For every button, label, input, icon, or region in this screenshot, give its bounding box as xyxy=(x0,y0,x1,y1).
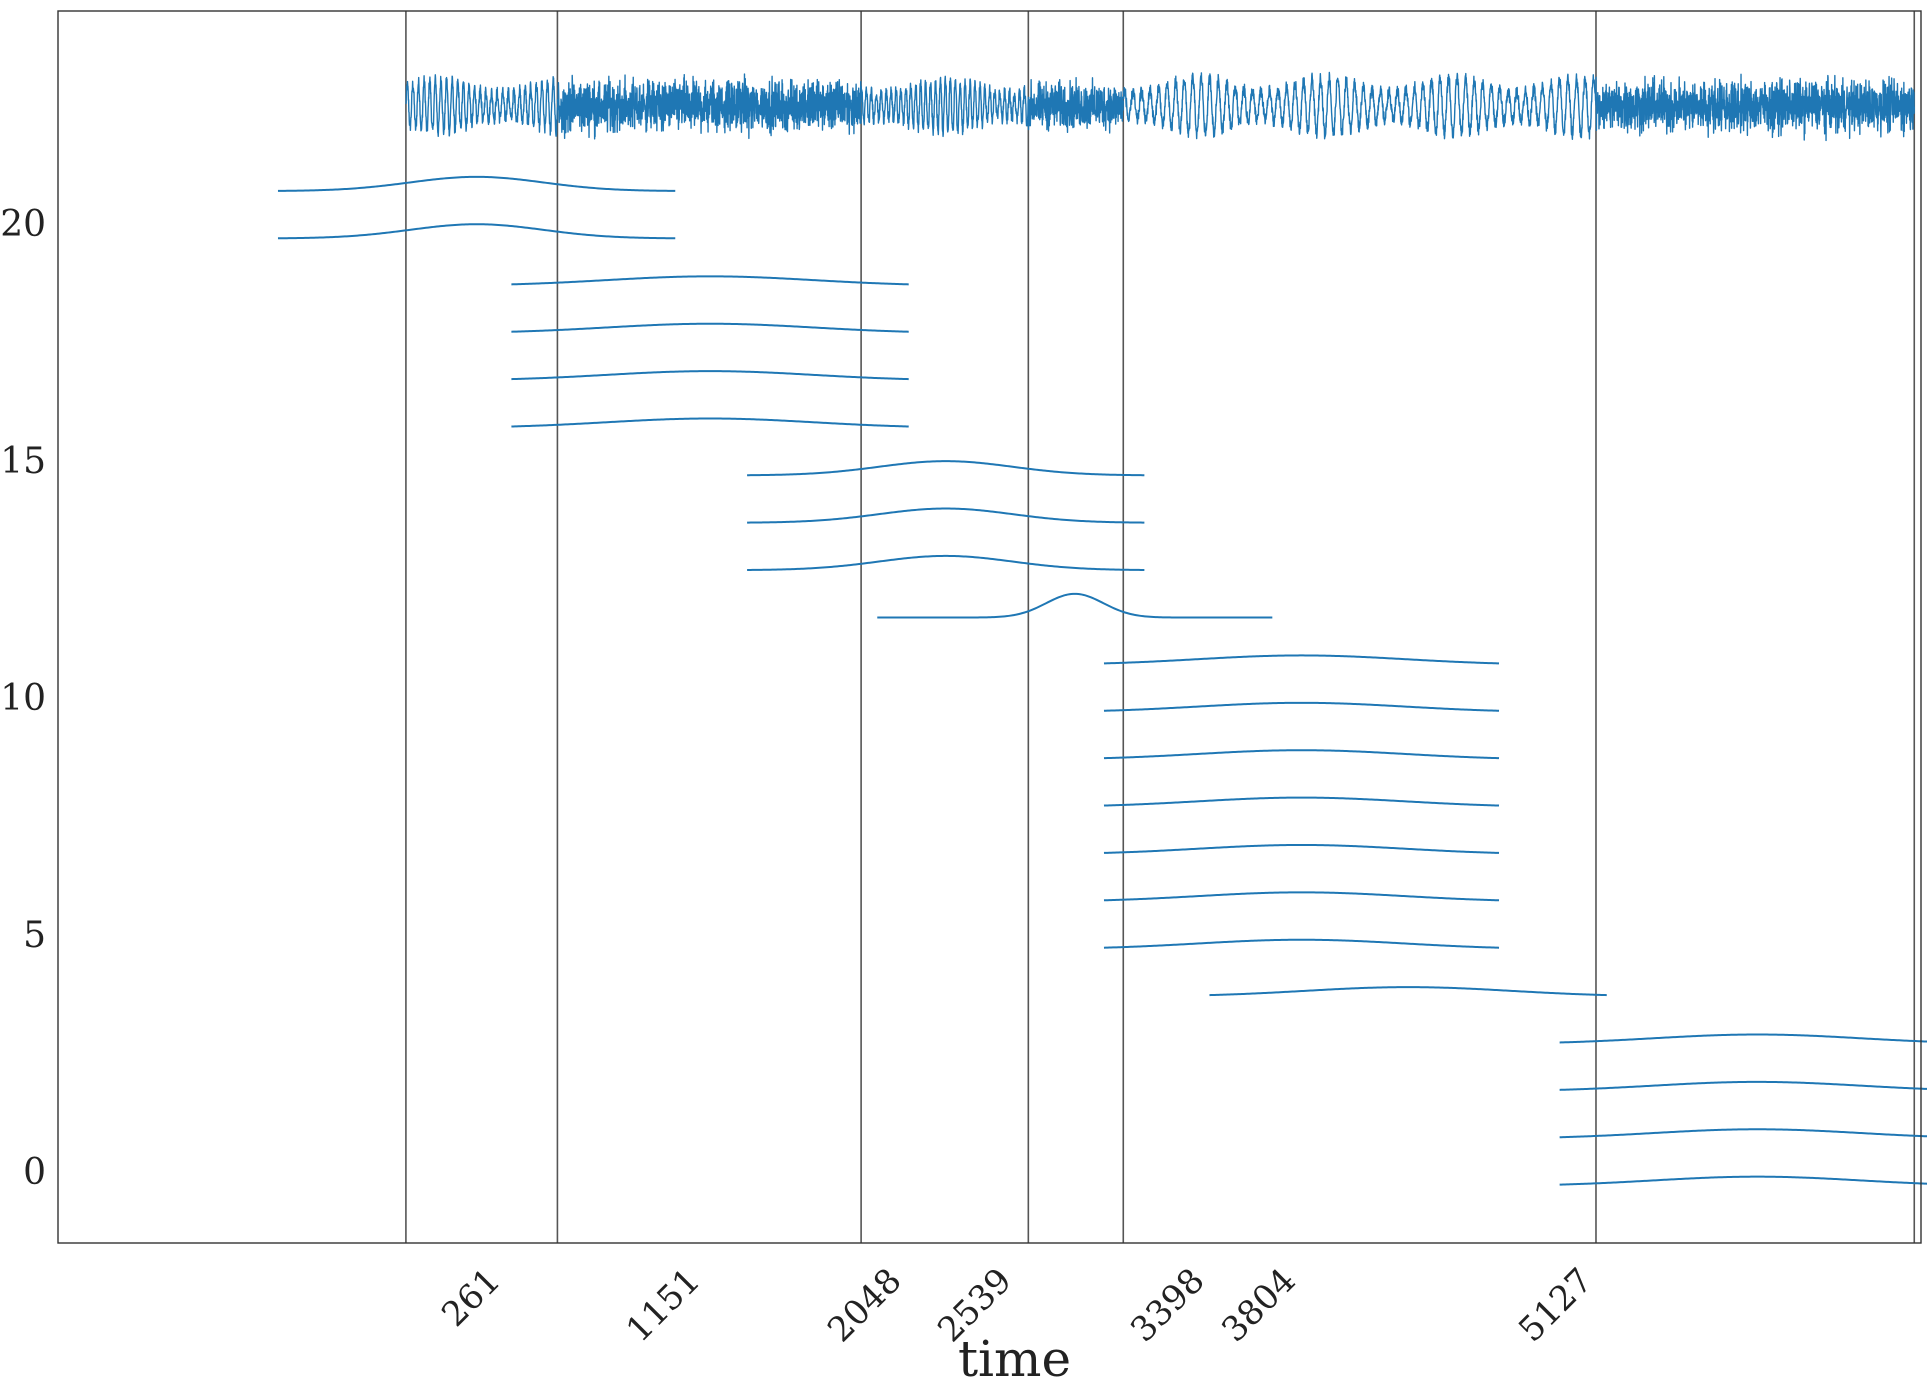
bump-curve-2 xyxy=(511,275,909,286)
y-tick-label-1: 5 xyxy=(23,915,46,956)
x-tick-label-2: 2048 xyxy=(820,1261,909,1350)
bump-curve-0 xyxy=(277,175,676,192)
bump-curve-18 xyxy=(1559,1033,1927,1044)
y-tick-label-2: 10 xyxy=(0,678,46,719)
bump-curve-5 xyxy=(511,417,909,428)
x-tick-label-6: 5127 xyxy=(1511,1261,1600,1350)
bump-curve-10 xyxy=(1103,654,1500,665)
vertical-lines xyxy=(405,11,1916,1243)
bump-curve-9 xyxy=(877,592,1273,619)
bump-curve-12 xyxy=(1103,749,1500,760)
bump-curve-6 xyxy=(747,460,1145,477)
x-axis-title: time xyxy=(958,1330,1071,1388)
bump-curve-3 xyxy=(511,322,909,333)
bump-curve-21 xyxy=(1559,1175,1927,1186)
y-tick-label-0: 0 xyxy=(23,1152,46,1193)
signal-segment-2 xyxy=(860,75,1030,138)
bump-curve-1 xyxy=(277,223,676,240)
signal-segment-4 xyxy=(1122,71,1597,140)
bump-curve-11 xyxy=(1103,701,1500,712)
x-tick-label-5: 3804 xyxy=(1214,1261,1303,1350)
signal-segment-1 xyxy=(556,73,862,140)
x-tick-label-4: 3398 xyxy=(1123,1261,1212,1350)
bump-curve-8 xyxy=(747,554,1145,571)
bump-curve-20 xyxy=(1559,1128,1927,1139)
y-tick-labels: 0 5 10 15 20 xyxy=(0,204,46,1193)
x-tick-label-1: 1151 xyxy=(619,1261,708,1350)
x-tick-label-0: 261 xyxy=(434,1261,508,1335)
bump-curve-15 xyxy=(1103,891,1500,902)
bump-curve-14 xyxy=(1103,843,1500,854)
y-tick-label-4: 20 xyxy=(0,204,46,245)
signal-trace xyxy=(405,71,1915,142)
bump-curve-19 xyxy=(1559,1080,1927,1091)
bump-curve-16 xyxy=(1103,938,1500,949)
bump-curve-4 xyxy=(511,370,909,381)
bump-curve-17 xyxy=(1209,986,1607,997)
signal-segment-0 xyxy=(405,74,559,137)
bump-curve-13 xyxy=(1103,796,1500,807)
bump-curve-7 xyxy=(747,507,1145,524)
signal-segment-5 xyxy=(1595,73,1915,142)
y-tick-label-3: 15 xyxy=(0,441,46,482)
plot-frame xyxy=(57,10,1922,1244)
bump-curves xyxy=(277,175,1927,1186)
signal-segment-3 xyxy=(1027,76,1124,134)
